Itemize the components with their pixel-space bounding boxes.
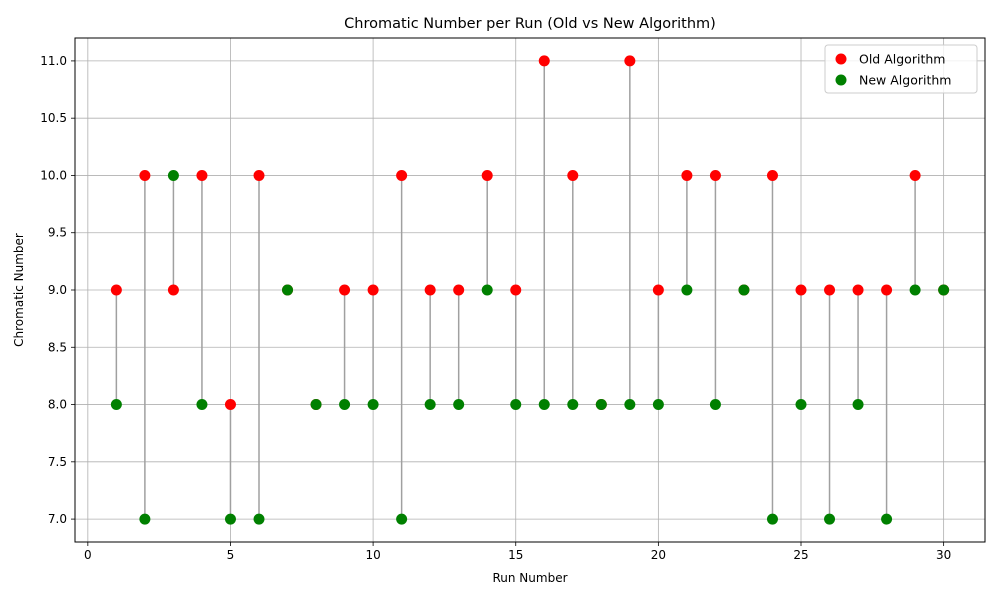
legend-marker-new-algorithm <box>835 74 847 86</box>
y-tick-label: 10.0 <box>40 168 67 182</box>
point-new-algorithm <box>852 399 864 411</box>
point-old-algorithm <box>538 55 550 67</box>
point-new-algorithm <box>795 399 807 411</box>
point-old-algorithm <box>624 55 636 67</box>
point-new-algorithm <box>310 399 322 411</box>
point-old-algorithm <box>367 284 379 296</box>
point-old-algorithm <box>424 284 436 296</box>
y-tick-label: 8.0 <box>48 398 67 412</box>
point-new-algorithm <box>567 399 579 411</box>
x-tick-label: 10 <box>365 548 380 562</box>
point-old-algorithm <box>510 284 522 296</box>
x-tick-label: 20 <box>651 548 666 562</box>
point-new-algorithm <box>595 399 607 411</box>
point-new-algorithm <box>339 399 351 411</box>
x-tick-label: 0 <box>84 548 92 562</box>
point-old-algorithm <box>139 169 151 181</box>
legend-label-old-algorithm: Old Algorithm <box>859 52 945 67</box>
point-old-algorithm <box>795 284 807 296</box>
point-new-algorithm <box>253 513 265 525</box>
legend-label-new-algorithm: New Algorithm <box>859 73 951 88</box>
point-old-algorithm <box>567 169 579 181</box>
point-old-algorithm <box>196 169 208 181</box>
point-old-algorithm <box>396 169 408 181</box>
y-tick-label: 8.5 <box>48 340 67 354</box>
point-new-algorithm <box>453 399 465 411</box>
point-old-algorithm <box>652 284 664 296</box>
legend: Old Algorithm New Algorithm <box>824 44 978 94</box>
axis-ticks: 0 5 10 15 20 25 30 7.0 7.5 8.0 8.5 9.0 9.5 10.0 10.5 11… <box>40 54 951 562</box>
point-old-algorithm <box>110 284 122 296</box>
point-old-algorithm <box>852 284 864 296</box>
point-old-algorithm <box>453 284 465 296</box>
y-tick-label: 7.5 <box>48 455 67 469</box>
point-new-algorithm <box>282 284 294 296</box>
y-tick-label: 11.0 <box>40 54 67 68</box>
point-old-algorithm <box>766 169 778 181</box>
point-old-algorithm <box>909 169 921 181</box>
point-new-algorithm <box>510 399 522 411</box>
point-old-algorithm <box>339 284 351 296</box>
connector-lines <box>115 60 916 520</box>
point-new-algorithm <box>652 399 664 411</box>
point-new-algorithm <box>396 513 408 525</box>
point-new-algorithm <box>224 513 236 525</box>
point-new-algorithm <box>139 513 151 525</box>
point-new-algorithm <box>681 284 693 296</box>
x-tick-label: 5 <box>227 548 235 562</box>
y-axis-title: Chromatic Number <box>12 233 26 347</box>
point-new-algorithm <box>196 399 208 411</box>
point-new-algorithm <box>167 169 179 181</box>
point-old-algorithm <box>824 284 836 296</box>
x-tick-label: 30 <box>936 548 951 562</box>
point-old-algorithm <box>709 169 721 181</box>
point-new-algorithm <box>110 399 122 411</box>
chart-title: Chromatic Number per Run (Old vs New Alg… <box>344 16 716 32</box>
point-new-algorithm <box>424 399 436 411</box>
legend-box <box>824 44 978 94</box>
y-tick-label: 10.5 <box>40 111 67 125</box>
y-tick-label: 9.5 <box>48 226 67 240</box>
point-new-algorithm <box>909 284 921 296</box>
point-new-algorithm <box>766 513 778 525</box>
data-points <box>110 55 950 525</box>
y-tick-label: 9.0 <box>48 283 67 297</box>
point-new-algorithm <box>938 284 950 296</box>
point-old-algorithm <box>881 284 893 296</box>
x-axis-title: Run Number <box>492 571 567 585</box>
x-tick-label: 25 <box>793 548 808 562</box>
point-old-algorithm <box>167 284 179 296</box>
point-new-algorithm <box>738 284 750 296</box>
point-new-algorithm <box>538 399 550 411</box>
point-new-algorithm <box>824 513 836 525</box>
x-tick-label: 15 <box>508 548 523 562</box>
legend-marker-old-algorithm <box>835 53 847 65</box>
point-old-algorithm <box>481 169 493 181</box>
point-old-algorithm <box>224 399 236 411</box>
point-new-algorithm <box>367 399 379 411</box>
point-new-algorithm <box>709 399 721 411</box>
point-old-algorithm <box>253 169 265 181</box>
point-new-algorithm <box>624 399 636 411</box>
y-tick-label: 7.0 <box>48 512 67 526</box>
point-new-algorithm <box>881 513 893 525</box>
point-new-algorithm <box>481 284 493 296</box>
point-old-algorithm <box>681 169 693 181</box>
